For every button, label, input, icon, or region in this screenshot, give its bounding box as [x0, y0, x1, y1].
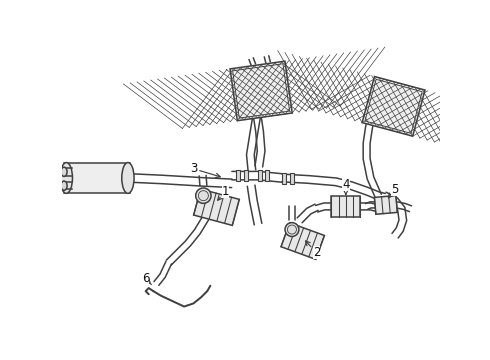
Bar	[244, 170, 247, 181]
Text: 2: 2	[306, 241, 320, 259]
Bar	[331, 195, 361, 217]
Text: 4: 4	[342, 178, 349, 195]
Bar	[281, 223, 324, 259]
Text: 5: 5	[389, 183, 399, 198]
Bar	[374, 195, 397, 214]
Text: 6: 6	[142, 272, 151, 285]
Bar	[233, 64, 290, 118]
Bar	[290, 173, 294, 184]
Ellipse shape	[61, 181, 67, 190]
Bar	[362, 77, 425, 136]
Bar	[64, 163, 130, 193]
Ellipse shape	[196, 188, 211, 203]
Bar	[194, 189, 239, 225]
Ellipse shape	[61, 167, 67, 176]
Bar	[365, 79, 422, 133]
Bar	[282, 173, 286, 184]
Ellipse shape	[60, 163, 73, 193]
Bar	[258, 170, 262, 181]
Text: 1: 1	[218, 185, 229, 200]
Ellipse shape	[122, 163, 134, 193]
Bar	[236, 170, 240, 181]
Text: 3: 3	[190, 162, 220, 177]
Ellipse shape	[285, 222, 299, 237]
Bar	[230, 61, 292, 121]
Bar	[266, 170, 269, 181]
